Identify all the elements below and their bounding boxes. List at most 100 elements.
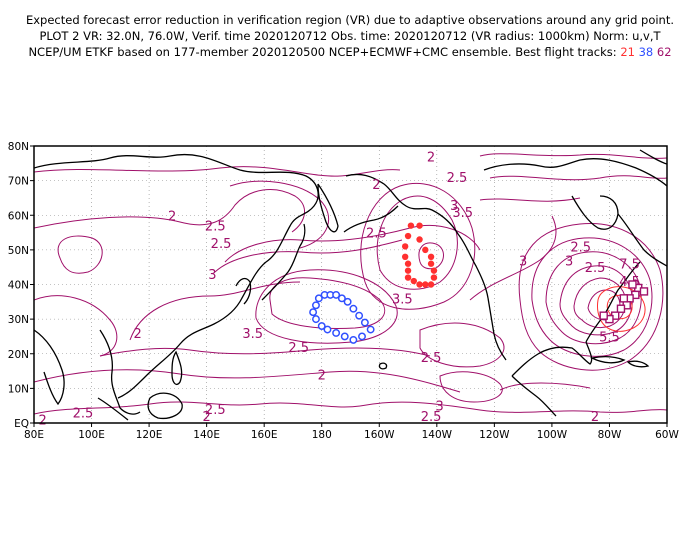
blue-track-point <box>323 325 332 334</box>
blue-track-point <box>360 318 369 327</box>
lat-label: EQ <box>14 418 29 430</box>
coastline-borneo <box>147 392 183 420</box>
red-track-point <box>430 267 438 274</box>
blue-track-point <box>340 332 349 341</box>
contour-label: 3 <box>450 199 458 214</box>
contour-line <box>545 251 642 345</box>
red-track-point <box>416 281 423 288</box>
red-track-point <box>410 277 417 285</box>
contour-label: 2 <box>202 410 210 425</box>
blue-track-point <box>312 301 320 310</box>
contour-label: 2.5 <box>421 351 442 366</box>
contour-label: 2.5 <box>570 240 591 255</box>
contour-line <box>606 294 633 320</box>
coastline-central-america <box>511 375 557 417</box>
contour-line <box>34 369 461 393</box>
contour-line <box>34 295 118 357</box>
purple-track-point <box>616 304 626 313</box>
coastline-sumatra <box>97 397 129 421</box>
contour-label: 5.5 <box>599 330 620 345</box>
blue-track-point <box>332 329 341 337</box>
contour-line <box>531 237 653 357</box>
contour-label: 2.5 <box>211 237 232 252</box>
contour-label: 3.5 <box>242 327 263 342</box>
coastlines <box>34 149 667 421</box>
red-track-point <box>401 243 409 250</box>
red-track-point <box>404 232 412 240</box>
contour-label: 2.5 <box>288 341 309 356</box>
red-track-point <box>407 222 415 229</box>
contour-line <box>214 239 403 273</box>
blue-track-point <box>349 335 358 344</box>
contour-label: 2 <box>168 209 176 224</box>
lon-label: 140W <box>422 429 453 441</box>
contour-line <box>34 189 305 233</box>
contour-line <box>418 242 444 270</box>
lat-label: 60N <box>8 210 29 222</box>
contour-line <box>376 195 458 290</box>
blue-track-point <box>366 325 375 334</box>
purple-track-point <box>639 287 649 296</box>
lat-label: 10N <box>8 383 29 395</box>
contour-line <box>597 286 646 332</box>
coastline-japan <box>261 223 306 301</box>
contour-line <box>34 401 361 415</box>
lon-label: 160E <box>251 429 278 441</box>
contour-label: 2 <box>318 369 326 384</box>
contour-label: 2 <box>427 150 435 165</box>
lon-label: 180 <box>312 429 332 441</box>
track-purple-number: 62 <box>656 45 672 59</box>
lat-label: 30N <box>8 314 29 326</box>
lat-label: 80N <box>8 141 29 153</box>
coastline-aleutians <box>343 205 399 233</box>
red-track-point <box>430 274 438 281</box>
contour-line <box>99 347 431 357</box>
lon-label: 80E <box>24 429 44 441</box>
contour-label: 2.5 <box>205 220 226 235</box>
contour-line <box>479 197 581 202</box>
blue-track-point <box>317 322 326 330</box>
contour-label: 2 <box>133 327 141 342</box>
purple-track-point <box>628 280 637 289</box>
coastline-hispaniola <box>626 360 650 368</box>
lon-label: 120E <box>136 429 163 441</box>
red-track-point <box>404 274 412 281</box>
contour-label: 3 <box>436 400 444 415</box>
contour-label: 2.5 <box>366 227 387 242</box>
contour-label: 2.5 <box>447 171 468 186</box>
contour-line <box>479 153 667 159</box>
coastline-labrador <box>617 213 667 267</box>
blue-track-point <box>332 290 341 299</box>
coastline-florida-gulf <box>511 341 593 377</box>
contour-label: 7.5 <box>619 258 640 273</box>
contour-line <box>255 269 398 344</box>
plot-header: Expected forecast error reduction in ver… <box>0 12 700 60</box>
red-track-point <box>427 253 435 260</box>
contour-line <box>573 277 627 329</box>
red-track-point <box>422 281 429 288</box>
contour-label: 2.5 <box>73 407 94 422</box>
coastline-west-coast <box>487 297 507 361</box>
red-track-point <box>422 246 429 254</box>
red-track-point <box>427 281 435 288</box>
contour-label: 2.5 <box>205 403 226 418</box>
coastline-greenland <box>639 149 667 165</box>
coastline-indochina <box>99 329 141 415</box>
contour-label: 3 <box>208 268 216 283</box>
header-line-2: PLOT 2 VR: 32.0N, 76.0W, Verif. time 202… <box>39 29 661 43</box>
red-track-point <box>404 267 412 274</box>
contour-line <box>559 265 633 336</box>
track-blue-number: 38 <box>638 45 654 59</box>
red-track-point <box>404 260 412 267</box>
contour-label: 3.5 <box>452 206 473 221</box>
contour-line <box>57 235 103 274</box>
blue-track-point <box>314 294 323 303</box>
lat-label: 70N <box>8 176 29 188</box>
lat-label: 20N <box>8 349 29 361</box>
contour-label: 3 <box>565 254 573 269</box>
contour-line <box>499 382 591 391</box>
red-track-point <box>427 260 435 267</box>
contour-line <box>489 175 667 181</box>
